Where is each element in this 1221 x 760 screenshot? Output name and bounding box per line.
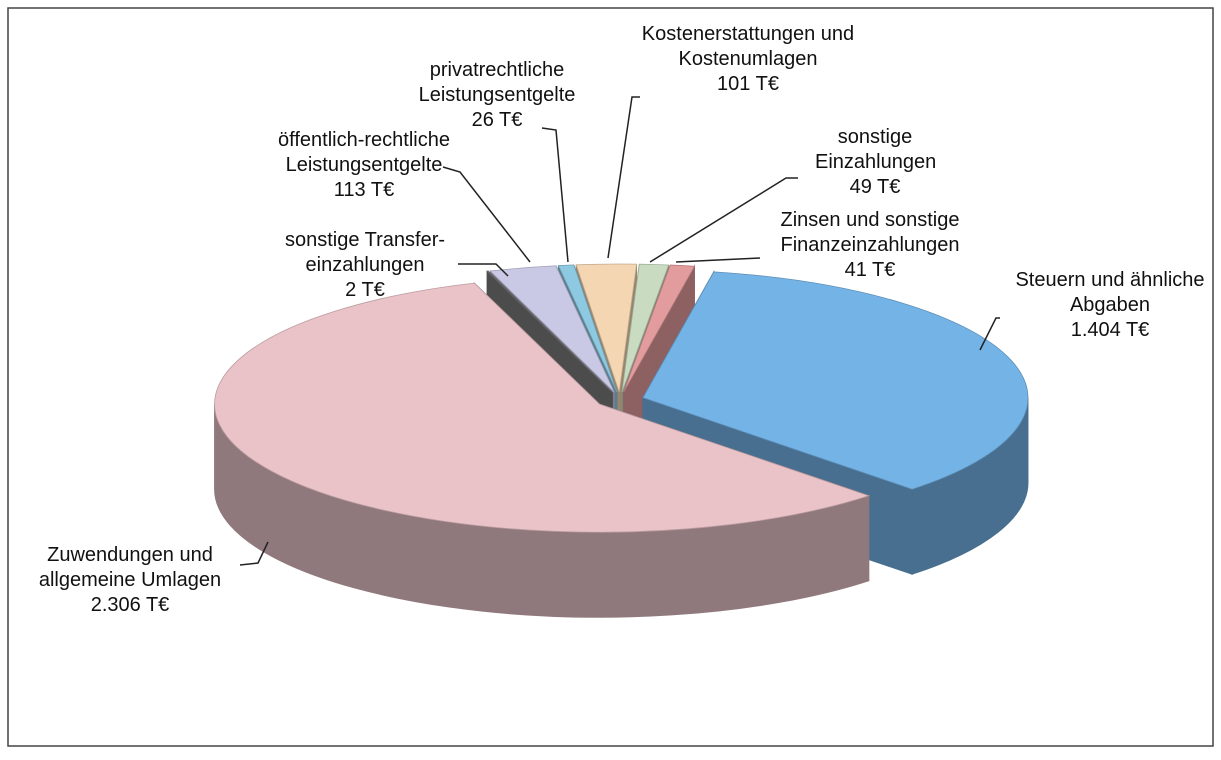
- slice-label: Kostenerstattungen und Kostenumlagen 101 …: [633, 22, 863, 97]
- slice-label: Zuwendungen und allgemeine Umlagen 2.306 …: [10, 543, 250, 618]
- value-label: 101 T€: [717, 73, 779, 95]
- value-label: 26 T€: [471, 109, 523, 131]
- leader-line: [675, 257, 761, 263]
- slice: [575, 263, 638, 393]
- category-label: Kostenerstattungen und Kostenumlagen: [641, 23, 855, 70]
- leader-line: [239, 541, 269, 566]
- value-label: 2 T€: [345, 279, 385, 301]
- slice: [623, 264, 696, 393]
- category-label: öffentlich-rechtliche Leistungsentgelte: [278, 129, 450, 176]
- leader-line: [649, 177, 798, 263]
- slice-label: privatrechtliche Leistungsentgelte 26 T€: [412, 58, 582, 133]
- category-label: Zuwendungen und allgemeine Umlagen: [38, 544, 222, 591]
- value-label: 41 T€: [844, 259, 896, 281]
- frame: [7, 7, 1214, 747]
- category-label: Steuern und ähnliche Abgaben: [1015, 269, 1205, 316]
- category-label: privatrechtliche Leistungsentgelte: [418, 59, 576, 106]
- slice-label: sonstige Einzahlungen 49 T€: [815, 125, 937, 200]
- category-label: sonstige Transfer-einzahlungen: [284, 229, 446, 276]
- slice: [642, 271, 1029, 490]
- slice: [486, 270, 613, 393]
- leader-line: [442, 166, 531, 263]
- value-label: 2.306 T€: [90, 594, 170, 616]
- slice: [489, 265, 615, 393]
- leader-line: [979, 317, 1000, 351]
- slice-label: öffentlich-rechtliche Leistungsentgelte 1…: [249, 128, 479, 203]
- slice: [557, 264, 618, 393]
- slice: [214, 282, 870, 533]
- leader-line: [458, 263, 509, 277]
- leader-line: [607, 96, 640, 259]
- value-label: 49 T€: [849, 176, 901, 198]
- slice-label: Steuern und ähnliche Abgaben 1.404 T€: [1010, 268, 1210, 343]
- value-label: 113 T€: [333, 179, 395, 201]
- slice-label: Zinsen und sonstige Finanzeinzahlungen 41…: [750, 208, 990, 283]
- slice: [621, 263, 670, 393]
- value-label: 1.404 T€: [1070, 319, 1150, 341]
- slice-label: sonstige Transfer-einzahlungen 2 T€: [260, 228, 470, 303]
- category-label: Zinsen und sonstige Finanzeinzahlungen: [780, 209, 960, 256]
- leader-line: [541, 127, 569, 263]
- category-label: sonstige Einzahlungen: [815, 126, 937, 173]
